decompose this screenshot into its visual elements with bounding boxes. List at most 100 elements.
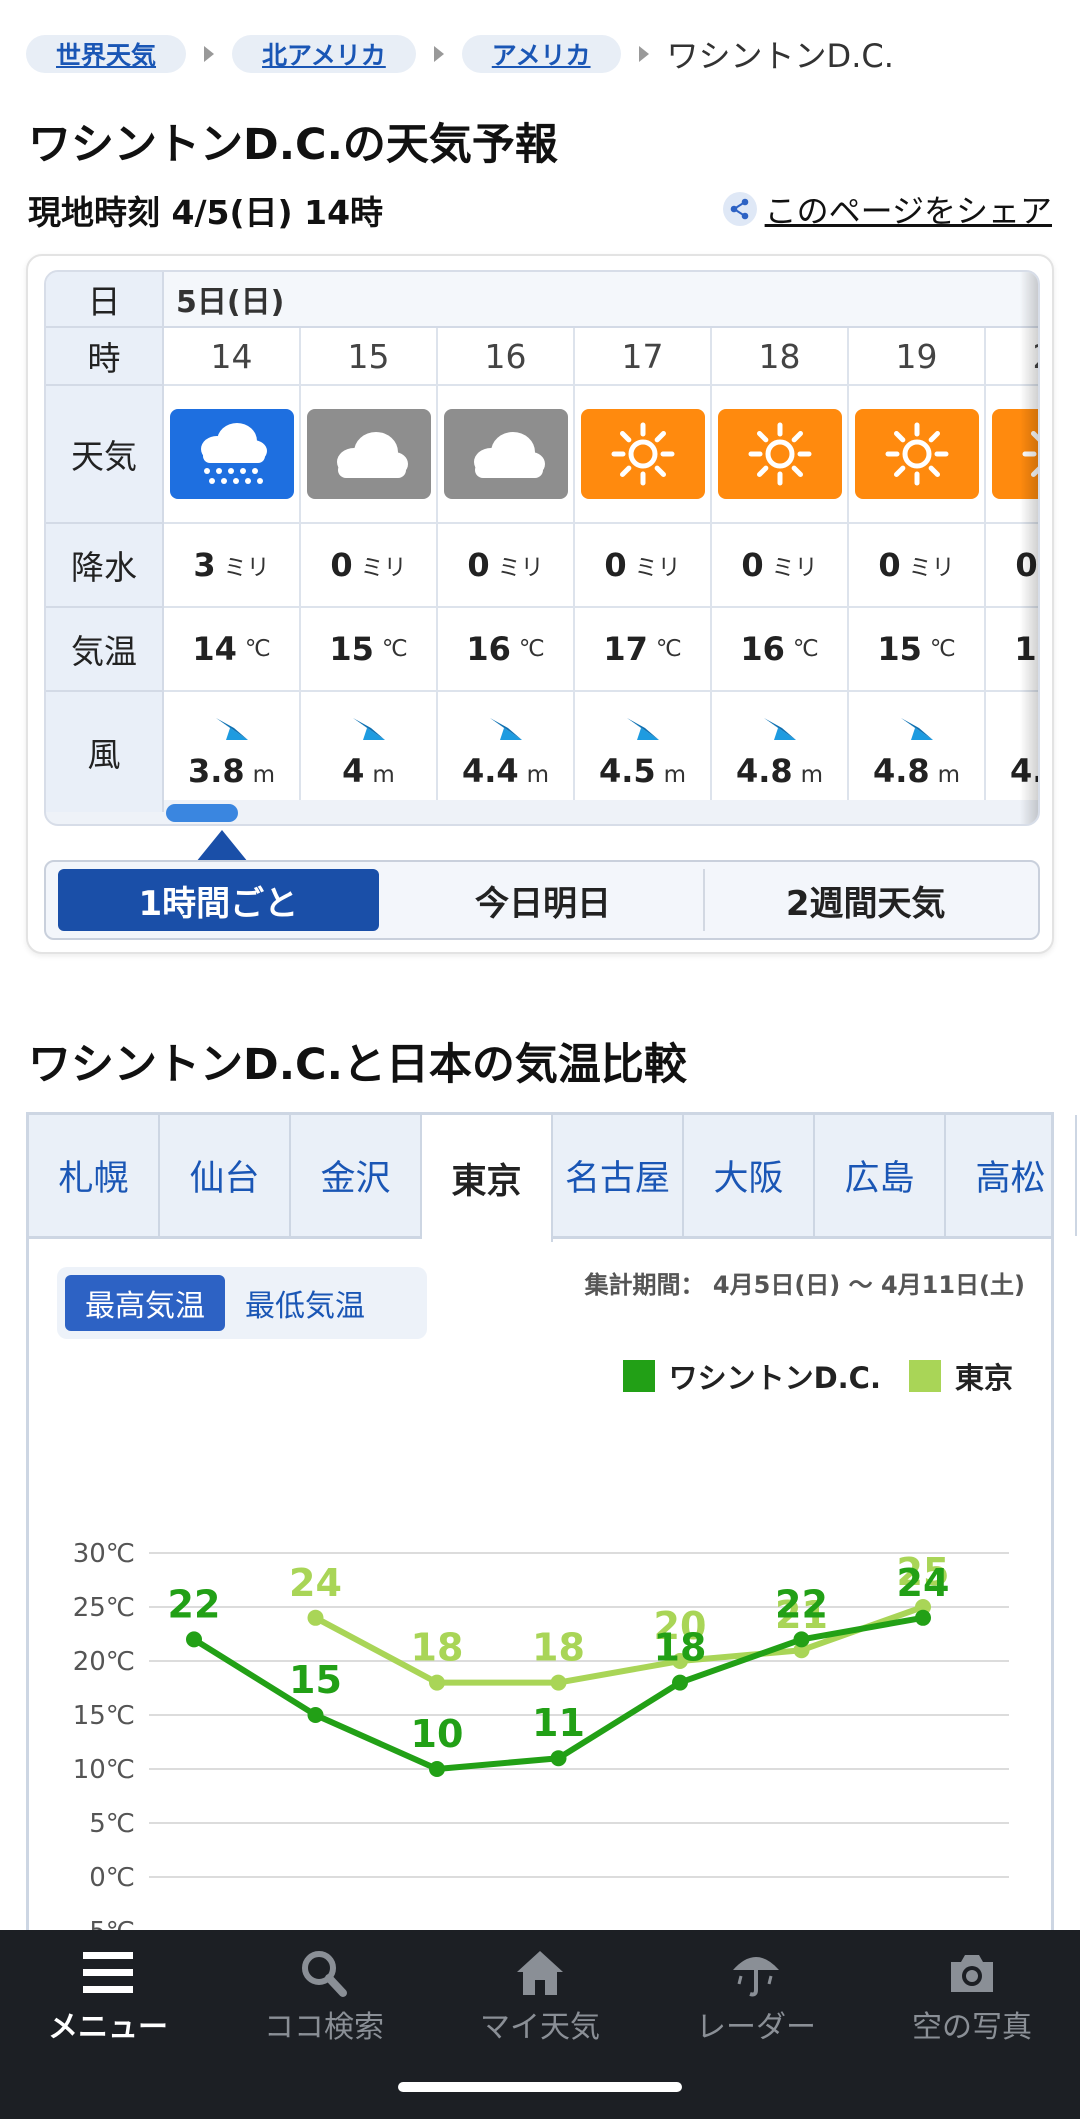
temp-unit: ℃ <box>381 636 408 662</box>
tab-city-tokyo[interactable]: 東京 <box>422 1115 553 1242</box>
share-link[interactable]: このページをシェア <box>722 186 1052 232</box>
weather-cell <box>164 386 299 524</box>
nav-sky-photo[interactable]: 空の写真 <box>864 1930 1080 2119</box>
cloud-icon <box>443 409 568 499</box>
data-label: 24 <box>897 1561 950 1605</box>
tab-city-takamatsu[interactable]: 高松 <box>946 1115 1077 1236</box>
data-point <box>915 1609 931 1626</box>
data-label: 22 <box>775 1582 828 1626</box>
rain-cell: 0 ミリ <box>849 524 984 608</box>
rain-icon <box>169 409 294 499</box>
temp-unit: ℃ <box>792 636 819 662</box>
legend-swatch <box>622 1360 655 1392</box>
nav-label: ココ検索 <box>264 2010 384 2045</box>
tab-city-sapporo[interactable]: 札幌 <box>29 1115 160 1236</box>
hour-label: 18 <box>712 328 847 386</box>
hourly-forecast-card: 日 時 天気 降水 気温 風 5日(日) 14 3 ミリ 14 ℃ 3.8 m 15 0 ミリ 15… <box>26 254 1054 954</box>
tab-city-kanazawa[interactable]: 金沢 <box>291 1115 422 1236</box>
rain-value: 0 <box>604 546 627 584</box>
home-indicator <box>398 2082 682 2092</box>
menu-icon <box>83 1952 133 1993</box>
local-time: 現地時刻 4/5(日) 14時 <box>28 193 384 232</box>
tab-hourly[interactable]: 1時間ごと <box>58 869 379 931</box>
wind-direction-icon <box>626 718 659 740</box>
low-temp-button[interactable]: 最低気温 <box>245 1289 365 1324</box>
temp-value: 16 <box>740 630 785 668</box>
data-point <box>550 1674 567 1691</box>
horizontal-scrollbar[interactable] <box>166 804 238 822</box>
temp-unit: ℃ <box>518 636 545 662</box>
tab-two-weeks[interactable]: 2週間天気 <box>785 883 946 924</box>
nav-label: レーダー <box>696 2010 816 2045</box>
breadcrumb-link-world[interactable]: 世界天気 <box>26 35 187 73</box>
data-label: 25 <box>897 1550 950 1594</box>
hourly-forecast-table[interactable]: 日 時 天気 降水 気温 風 5日(日) 14 3 ミリ 14 ℃ 3.8 m 15 0 ミリ 15… <box>44 270 1040 826</box>
hour-column: 200ミリ14℃4.9m <box>986 328 1038 800</box>
weather-cell <box>438 386 573 524</box>
data-point <box>429 1674 445 1691</box>
wind-unit: m <box>372 762 395 788</box>
temp-cell: 16 ℃ <box>712 608 847 692</box>
tab-pointer-icon <box>196 830 248 862</box>
breadcrumb-link-usa[interactable]: アメリカ <box>461 35 621 73</box>
rain-value: 0 <box>741 546 764 584</box>
wind-value: 4.5 <box>598 752 656 790</box>
hour-label: 16 <box>438 328 573 386</box>
wind-unit: m <box>663 762 687 788</box>
rain-value: 3 <box>193 546 216 584</box>
rain-value: 0 <box>330 546 353 584</box>
wind-value: 4 <box>342 752 365 790</box>
hour-column: 15 0 ミリ 15 ℃ 4 m <box>301 328 438 800</box>
temp-value: 14 <box>192 630 237 668</box>
city-tabs: 札幌 仙台 金沢 東京 名古屋 大阪 広島 高松 <box>29 1115 1077 1242</box>
temp-value: 17 <box>603 630 648 668</box>
data-point <box>672 1653 688 1669</box>
data-point <box>672 1674 688 1691</box>
nav-search[interactable]: ココ検索 <box>216 1930 432 2119</box>
row-label-rain: 降水 <box>46 524 164 608</box>
tab-city-hiroshima[interactable]: 広島 <box>815 1115 946 1236</box>
y-tick-label: 0℃ <box>89 1863 135 1893</box>
share-label: このページをシェア <box>764 192 1052 230</box>
nav-radar[interactable]: レーダー <box>648 1930 864 2119</box>
wind-cell: 4.9m <box>986 692 1038 812</box>
data-point <box>793 1631 810 1648</box>
data-label: 10 <box>411 1712 464 1756</box>
rain-cell: 3 ミリ <box>164 524 299 608</box>
tab-city-nagoya[interactable]: 名古屋 <box>553 1115 684 1236</box>
nav-menu[interactable]: メニュー <box>0 1930 216 2119</box>
series-line <box>314 1604 925 1686</box>
nav-label: マイ天気 <box>480 2010 600 2045</box>
legend-swatch <box>908 1360 941 1392</box>
wind-unit: m <box>526 762 550 788</box>
hour-label: 14 <box>164 328 299 386</box>
data-label: 18 <box>411 1626 464 1670</box>
temp-value: 16 <box>466 630 511 668</box>
wind-value: 4.8 <box>735 752 793 790</box>
breadcrumb-link-north-america[interactable]: 北アメリカ <box>232 35 416 73</box>
hour-label: 17 <box>575 328 710 386</box>
wind-unit: m <box>252 762 276 788</box>
high-temp-button[interactable]: 最高気温 <box>65 1275 225 1331</box>
hour-column: 18 0 ミリ 16 ℃ 4.8 m <box>712 328 849 800</box>
tab-today-tomorrow[interactable]: 今日明日 <box>383 869 706 931</box>
hour-column: 17 0 ミリ 17 ℃ 4.5 m <box>575 328 712 800</box>
date-header: 5日(日) <box>164 272 1038 328</box>
aggregation-period: 集計期間： 4月5日(日) 〜 4月11日(土) <box>584 1271 1025 1299</box>
rain-unit: ミリ <box>223 555 270 581</box>
nav-my-weather[interactable]: マイ天気 <box>432 1930 648 2119</box>
home-icon <box>517 1951 563 1995</box>
breadcrumb: 世界天気 北アメリカ アメリカ ワシントンD.C. <box>26 34 894 75</box>
tab-city-sendai[interactable]: 仙台 <box>160 1115 291 1236</box>
sun-icon <box>717 409 842 499</box>
chart-legend: ワシントンD.C. 東京 <box>595 1355 1013 1397</box>
page-title: ワシントンD.C.の天気予報 <box>28 120 558 170</box>
y-tick-label: 25℃ <box>73 1593 135 1623</box>
wind-cell: 4.8 m <box>712 692 847 812</box>
comparison-title: ワシントンD.C.と日本の気温比較 <box>28 1040 687 1090</box>
tab-city-osaka[interactable]: 大阪 <box>684 1115 815 1236</box>
weather-cell <box>986 386 1038 524</box>
data-label: 15 <box>289 1658 342 1702</box>
wind-direction-icon <box>215 718 248 740</box>
